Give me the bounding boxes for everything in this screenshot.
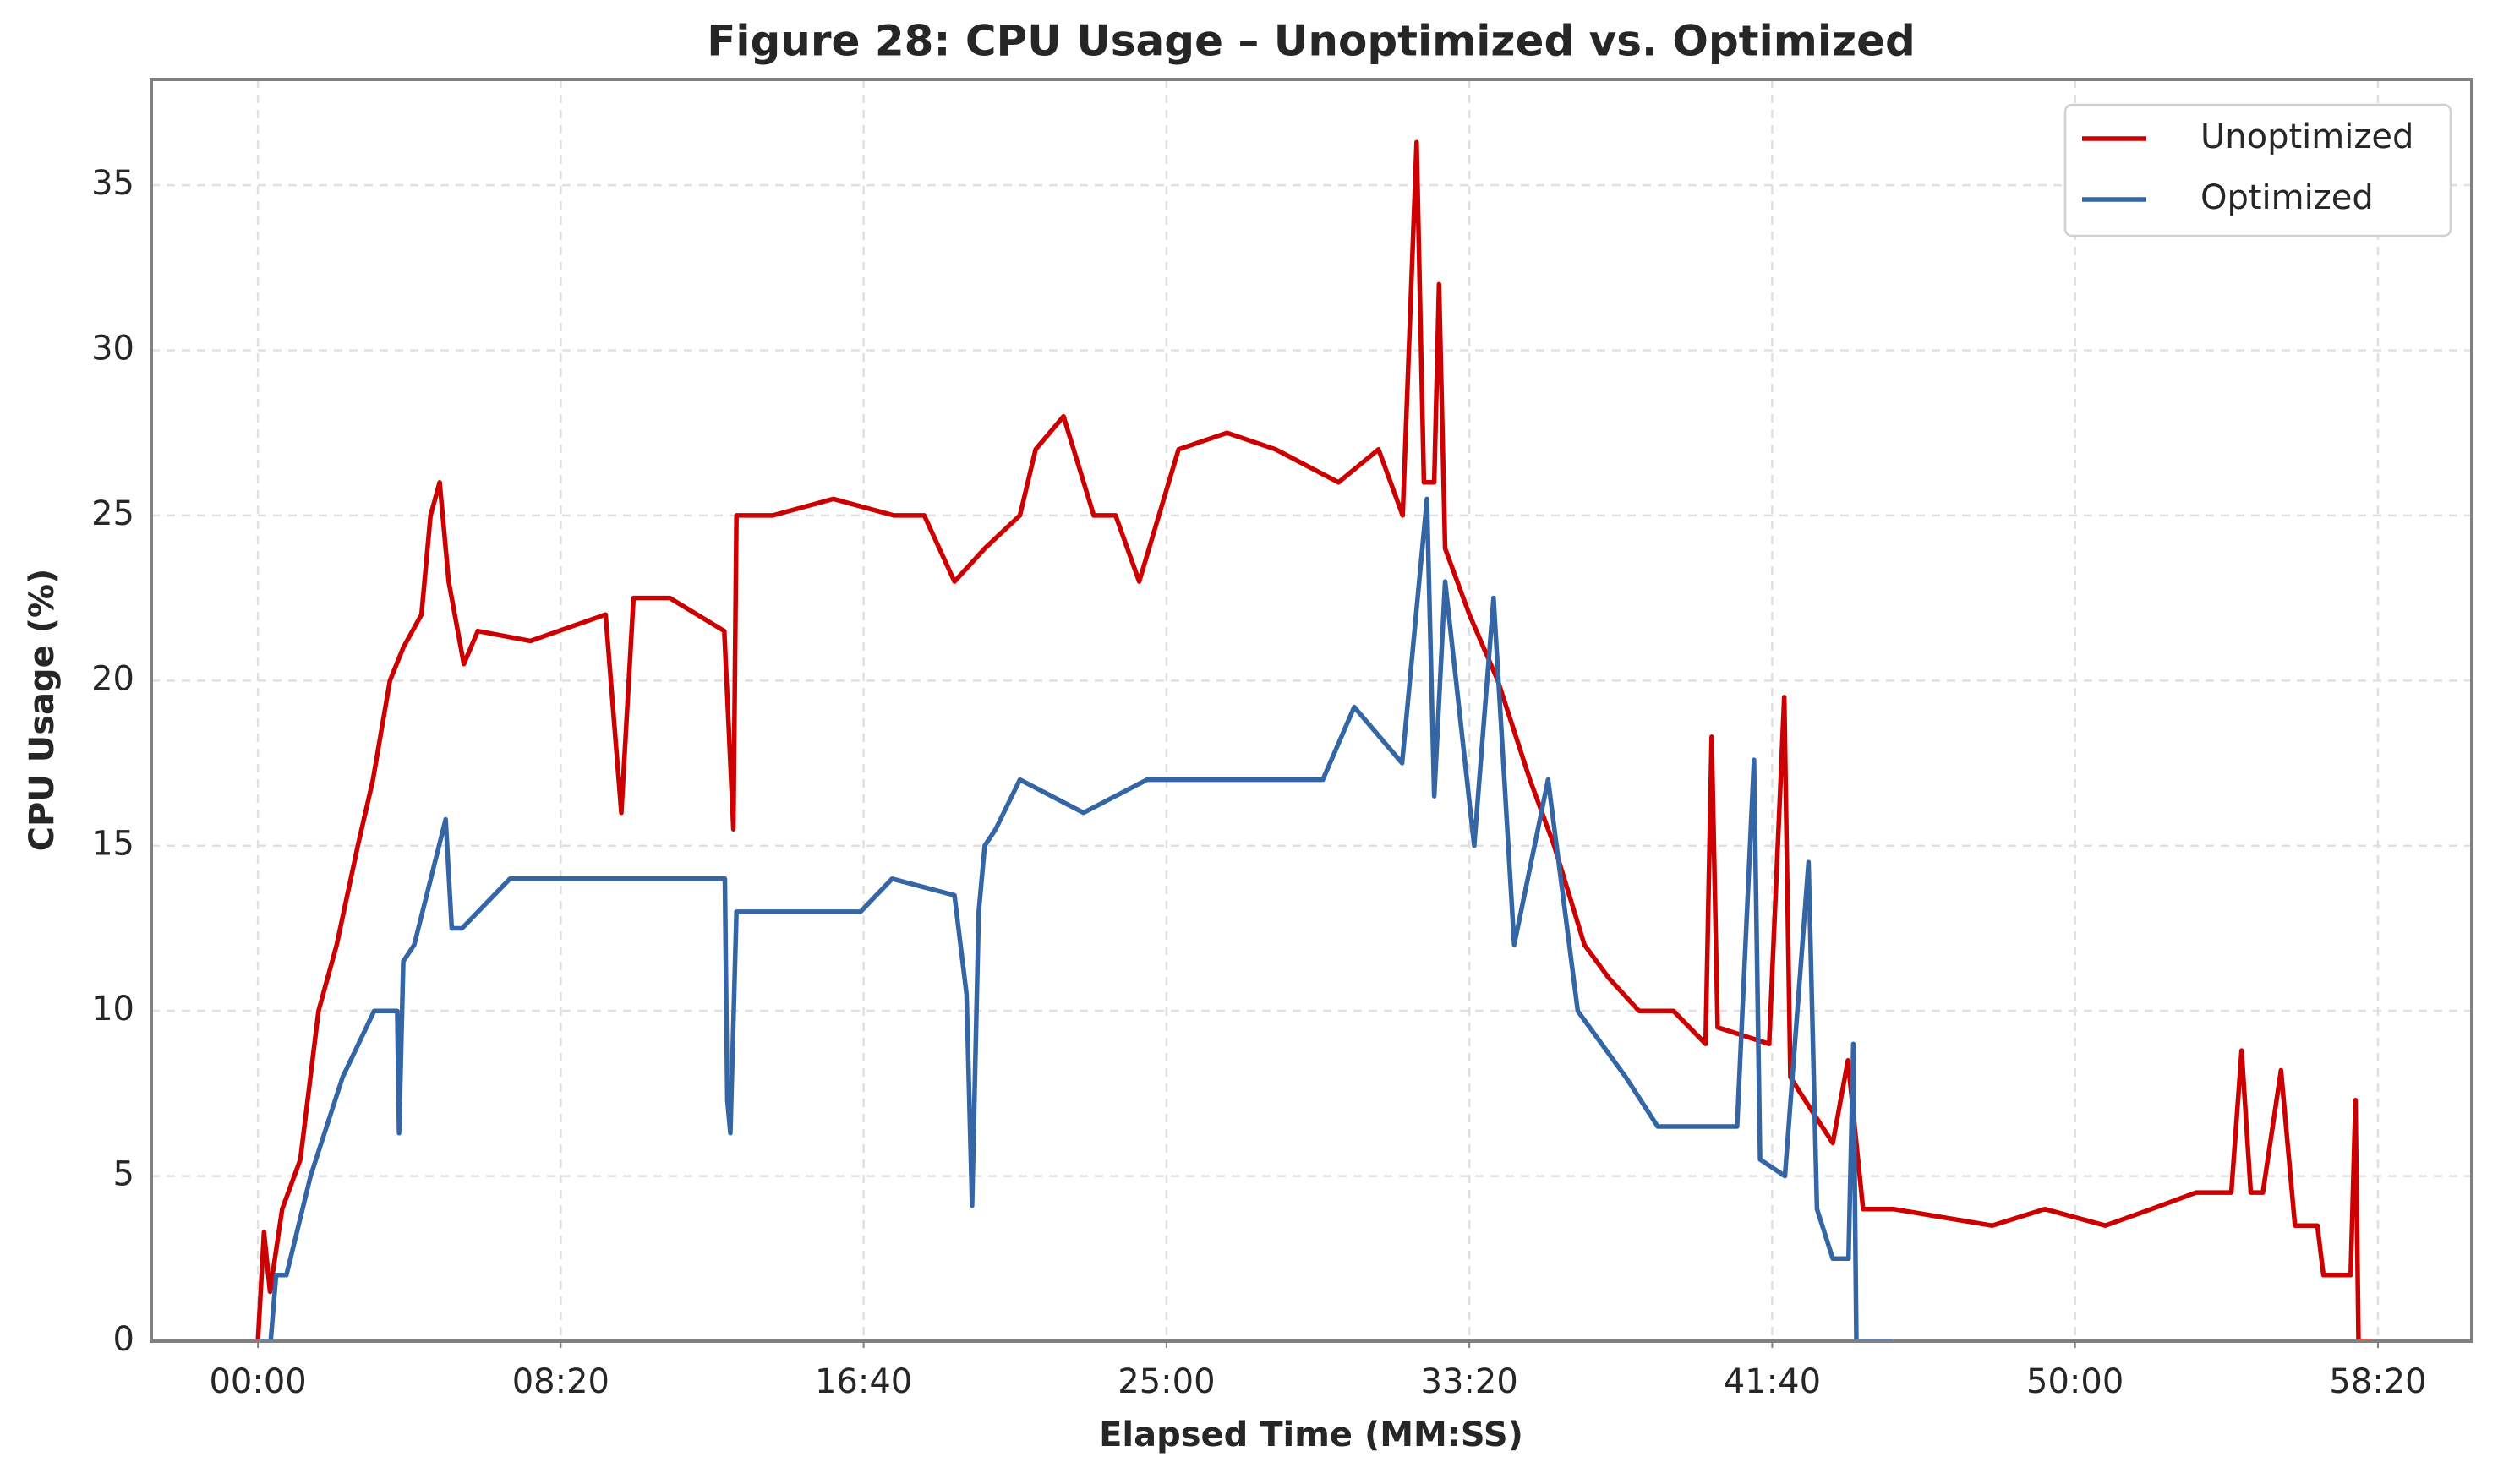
legend-box [2063, 103, 2452, 237]
y-tick-label: 30 [91, 329, 134, 368]
x-tick-label: 41:40 [1724, 1362, 1821, 1401]
y-tick-label: 0 [113, 1320, 134, 1359]
legend-label: Optimized [2200, 178, 2374, 217]
x-axis-label: Elapsed Time (MM:SS) [1099, 1416, 1523, 1454]
y-tick-label: 20 [91, 659, 134, 698]
series-line [255, 139, 2372, 1341]
y-tick-label: 15 [91, 825, 134, 864]
x-tick-label: 58:20 [2329, 1362, 2426, 1401]
y-tick-label: 35 [91, 164, 134, 203]
y-tick-label: 25 [91, 494, 134, 533]
y-tick-label: 5 [113, 1155, 134, 1194]
x-tick-label: 33:20 [1421, 1362, 1518, 1401]
y-tick-label: 10 [91, 990, 134, 1028]
x-tick-label: 25:00 [1118, 1362, 1215, 1401]
x-tick-label: 50:00 [2026, 1362, 2124, 1401]
series-line [258, 496, 1894, 1341]
legend-label: Unoptimized [2200, 117, 2413, 156]
x-tick-label: 16:40 [815, 1362, 912, 1401]
x-tick-label: 00:00 [209, 1362, 306, 1401]
x-tick-label: 08:20 [512, 1362, 609, 1401]
chart-title: Figure 28: CPU Usage – Unoptimized vs. O… [707, 17, 1916, 66]
y-axis-label: CPU Usage (%) [23, 569, 62, 852]
plot-frame [150, 78, 2473, 1343]
